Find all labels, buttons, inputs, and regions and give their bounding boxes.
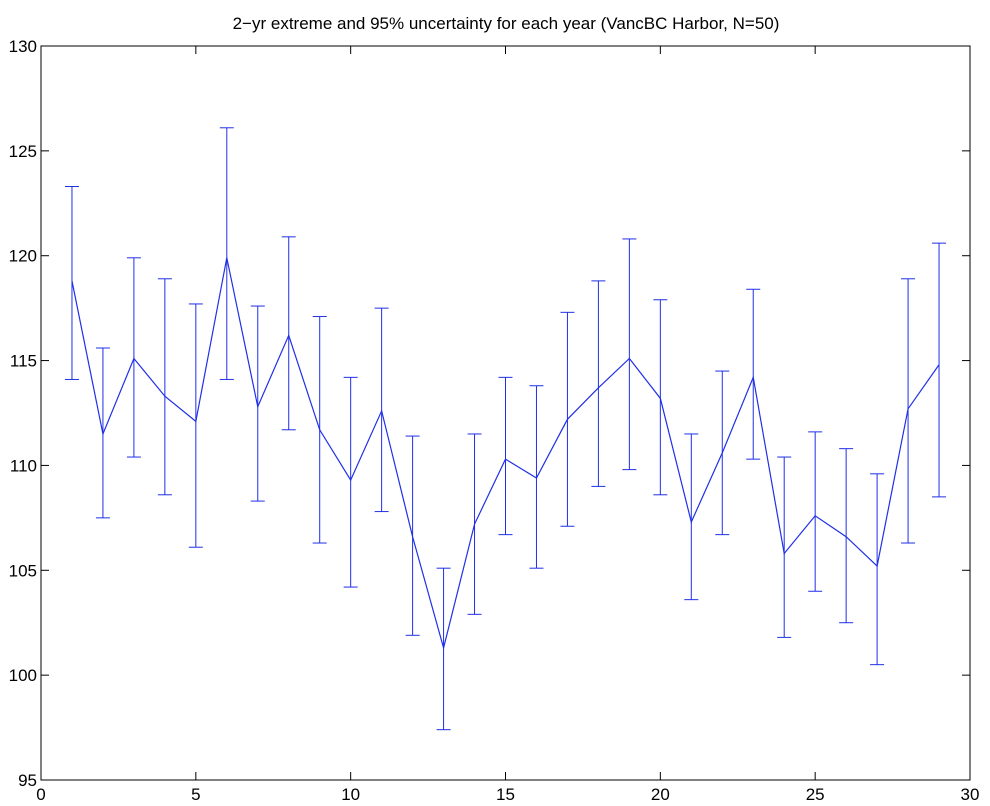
error-bar [126, 257, 141, 458]
error-bar [622, 238, 637, 471]
x-tick-label: 0 [36, 785, 45, 804]
x-tick-label: 15 [496, 785, 515, 804]
error-bar [219, 127, 234, 380]
error-bar [808, 431, 823, 592]
error-bar [653, 299, 668, 496]
x-tick-label: 5 [191, 785, 200, 804]
y-tick-label: 125 [9, 142, 37, 161]
series-line [71, 257, 940, 651]
error-bar [932, 242, 947, 498]
error-bar [839, 448, 854, 624]
error-bar [870, 473, 885, 666]
y-tick-label: 110 [10, 456, 37, 475]
error-bar [777, 456, 792, 638]
x-tick-label: 30 [961, 785, 980, 804]
error-bar [343, 376, 358, 588]
y-tick-label: 130 [9, 37, 37, 56]
y-tick-label: 105 [9, 561, 37, 580]
x-tick-label: 20 [651, 785, 670, 804]
y-tick-label: 95 [18, 771, 37, 790]
x-tick-label: 10 [341, 785, 360, 804]
y-tick-label: 100 [9, 666, 37, 685]
error-bar [591, 280, 606, 487]
y-tick-label: 115 [10, 352, 37, 371]
error-bar [281, 236, 296, 431]
error-bar [746, 288, 761, 460]
chart-title: 2−yr extreme and 95% uncertainty for eac… [233, 14, 780, 33]
x-tick-label: 25 [806, 785, 825, 804]
error-bar [250, 305, 265, 502]
error-bar [498, 376, 513, 536]
error-bar [157, 278, 172, 496]
error-bar [188, 303, 203, 548]
y-tick-label: 120 [9, 247, 37, 266]
error-bar [684, 433, 699, 601]
